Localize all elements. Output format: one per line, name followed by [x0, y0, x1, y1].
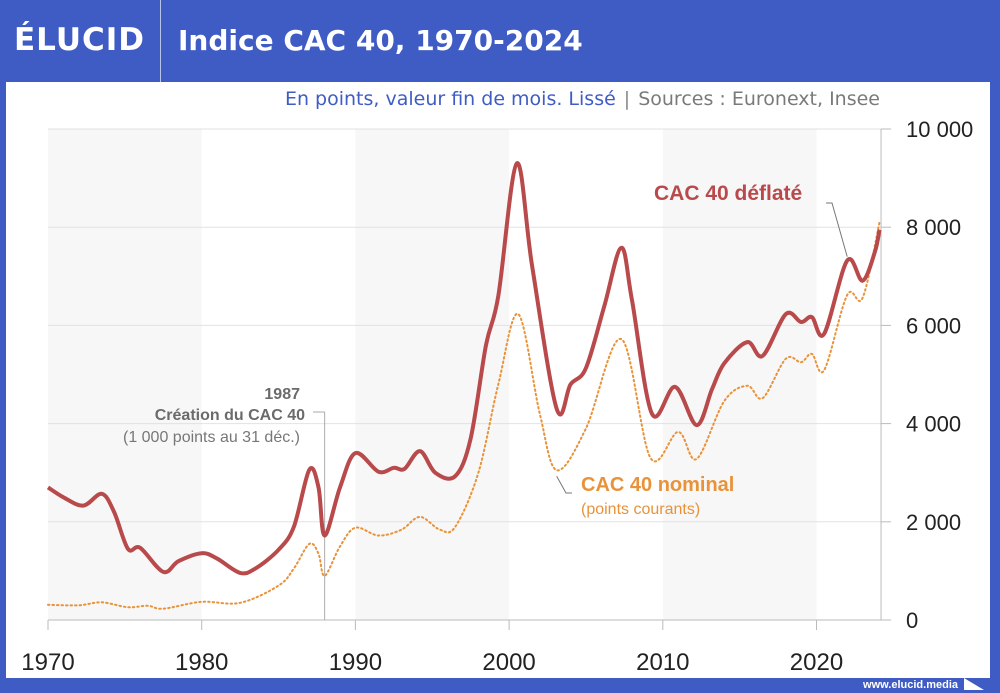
label-nominal-sub: (points courants): [581, 501, 700, 518]
x-tick-label: 2010: [636, 649, 689, 676]
series-nominal-line: [47, 221, 881, 610]
y-tick-label: 10 000: [906, 117, 973, 142]
x-tick-label: 1990: [329, 649, 382, 676]
x-tick-label: 2000: [482, 649, 535, 676]
x-tick-label: 1980: [175, 649, 228, 676]
header-divider: [160, 0, 161, 82]
label-nominal-leader: [556, 475, 572, 494]
annotation-note: (1 000 points au 31 déc.): [123, 429, 300, 446]
x-tick-label: 1970: [21, 649, 74, 676]
annotation-title: Création du CAC 40: [155, 407, 305, 424]
y-tick-label: 0: [906, 608, 918, 633]
shaded-decade-band: [662, 129, 817, 620]
x-tick-label: 2020: [790, 649, 843, 676]
elucid-logo: ÉLUCID: [14, 22, 146, 58]
subtitle-text: En points, valeur fin de mois. Lissé: [284, 88, 616, 110]
series-deflated-line: [46, 161, 882, 576]
y-tick-label: 6 000: [906, 313, 961, 338]
label-deflated-leader: [826, 202, 848, 257]
elucid-flag-icon: [964, 678, 984, 690]
sources-text: Sources : Euronext, Insee: [638, 88, 880, 110]
label-deflated: CAC 40 déflaté: [654, 182, 802, 205]
subtitle-separator: |: [623, 88, 631, 110]
label-nominal: CAC 40 nominal: [581, 474, 734, 496]
chart-title: Indice CAC 40, 1970-2024: [178, 24, 583, 57]
y-tick-label: 4 000: [906, 412, 961, 437]
shaded-decade-band: [355, 129, 510, 620]
annotation-year: 1987: [264, 386, 300, 403]
y-tick-label: 2 000: [906, 510, 961, 535]
y-tick-label: 8 000: [906, 215, 961, 240]
chart-subtitle: En points, valeur fin de mois. Lissé | Sou…: [285, 88, 880, 110]
footer-url[interactable]: www.elucid.media: [863, 679, 958, 691]
header: ÉLUCID Indice CAC 40, 1970-2024: [0, 0, 1000, 82]
